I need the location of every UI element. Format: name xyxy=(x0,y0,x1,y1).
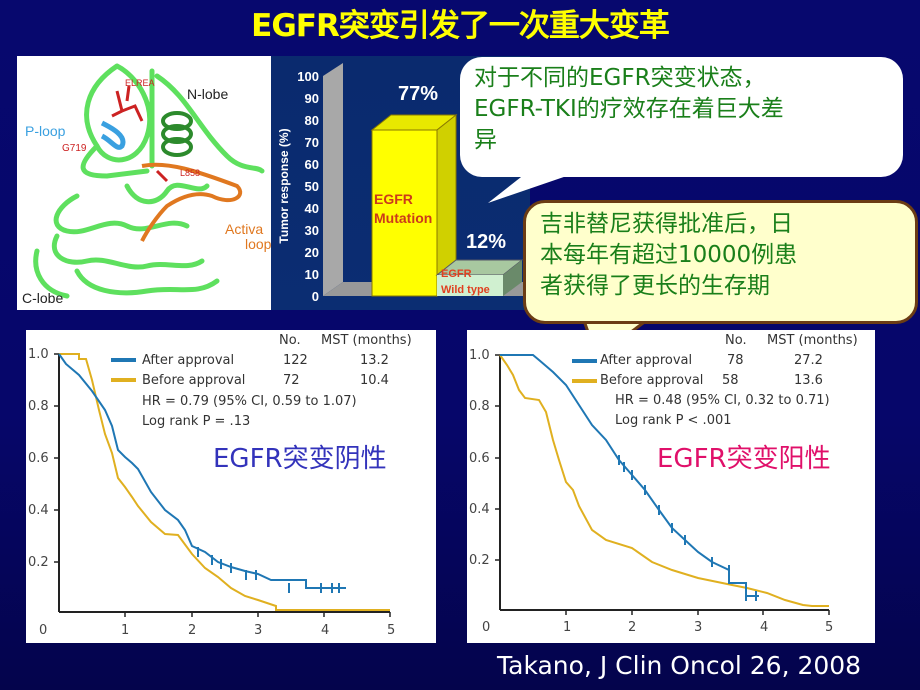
y-tick: 30 xyxy=(305,223,319,238)
legend-before-approval: Before approval xyxy=(600,373,704,388)
x-tick: 4 xyxy=(321,623,330,638)
bar-label-mutation-1: EGFR xyxy=(374,191,413,207)
bar-label-wildtype-1: EGFR xyxy=(441,268,472,280)
legend-after-no: 122 xyxy=(283,353,308,368)
x-tick: 4 xyxy=(760,620,769,635)
bar-label-mutation-2: Mutation xyxy=(374,210,432,226)
km-line-after-approval xyxy=(500,354,759,597)
bar-side-wildtype xyxy=(503,260,522,296)
y-tick: 80 xyxy=(305,113,319,128)
legend-before-no: 72 xyxy=(283,373,300,388)
legend-after-mst: 13.2 xyxy=(360,353,389,368)
slide-title: EGFR突变引发了一次重大变革 xyxy=(251,8,670,44)
x-tick: 5 xyxy=(387,623,396,638)
legend-before-approval: Before approval xyxy=(142,373,246,388)
x-tick: 3 xyxy=(254,623,263,638)
l858-label: L858 xyxy=(180,168,200,178)
x-tick: 2 xyxy=(188,623,197,638)
protein-ribbon-illustration: ELREA N-lobe P-loop G719 L858 Activa loo… xyxy=(22,63,271,306)
y-axis-label: Tumor response (%) xyxy=(277,128,291,243)
y-tick: 1.0 xyxy=(28,347,49,362)
callout-line: 吉非替尼获得批准后，日 xyxy=(540,211,793,237)
legend-after-no: 78 xyxy=(727,353,744,368)
y-tick: 90 xyxy=(305,91,319,106)
x-tick: 1 xyxy=(563,620,572,635)
activation-loop-label-1: Activa xyxy=(225,221,263,237)
activation-loop-label-2: loop xyxy=(245,236,271,252)
subgroup-label-negative: EGFR突变阴性 xyxy=(213,444,387,474)
y-tick: 1.0 xyxy=(469,348,490,363)
callout-line: 对于不同的EGFR突变状态， xyxy=(474,65,766,91)
hazard-ratio: HR = 0.48 (95% CI, 0.32 to 0.71) xyxy=(615,393,830,408)
y-tick: 100 xyxy=(297,69,319,84)
callout-line: 本每年有超过10000例患 xyxy=(540,242,798,268)
y-tick: 0 xyxy=(312,289,319,304)
x-tick: 0 xyxy=(39,623,48,638)
legend-before-no: 58 xyxy=(722,373,739,388)
legend-before-mst: 10.4 xyxy=(360,373,389,388)
y-tick: 60 xyxy=(305,157,319,172)
km-curve-egfr-negative: 1.0 0.8 0.6 0.4 0.2 0 1 2 3 4 5 No. MST … xyxy=(26,330,436,643)
log-rank-p: Log rank P < .001 xyxy=(615,413,732,428)
km-line-before-approval xyxy=(499,354,829,607)
km-plot-positive xyxy=(495,354,830,615)
km-line-before-approval xyxy=(59,353,390,611)
y-tick: 40 xyxy=(305,201,319,216)
x-tick: 5 xyxy=(825,620,834,635)
bar-value-wildtype: 12% xyxy=(466,231,506,253)
c-lobe-label: C-lobe xyxy=(22,290,63,306)
y-tick: 10 xyxy=(305,267,319,282)
legend-header-no: No. xyxy=(725,333,747,348)
legend-after-approval: After approval xyxy=(600,353,693,368)
y-tick: 0.8 xyxy=(28,399,49,414)
subgroup-label-positive: EGFR突变阳性 xyxy=(657,444,831,474)
bar-mutation xyxy=(371,129,438,297)
log-rank-p: Log rank P = .13 xyxy=(142,414,251,429)
citation-reference: Takano, J Clin Oncol 26, 2008 xyxy=(497,651,862,680)
g719-label: G719 xyxy=(62,143,87,154)
egfr-kinase-structure-figure: ELREA N-lobe P-loop G719 L858 Activa loo… xyxy=(17,56,271,310)
legend-after-approval: After approval xyxy=(142,353,235,368)
x-tick: 3 xyxy=(694,620,703,635)
p-loop-label: P-loop xyxy=(25,123,66,139)
km-curve-egfr-positive: 1.0 0.8 0.6 0.4 0.2 0 1 2 3 4 5 No. MST … xyxy=(467,330,875,643)
km-plot-negative xyxy=(54,353,391,617)
y-tick: 0.4 xyxy=(28,503,49,518)
chart-side-wall xyxy=(323,63,343,296)
y-tick: 0.2 xyxy=(28,555,49,570)
callout-line: 异 xyxy=(474,127,497,153)
y-tick: 70 xyxy=(305,135,319,150)
callout-line: EGFR-TKI的疗效存在着巨大差 xyxy=(474,96,784,122)
bar-value-mutation: 77% xyxy=(398,83,438,105)
y-tick: 50 xyxy=(305,179,319,194)
x-tick: 0 xyxy=(482,620,491,635)
bar-label-wildtype-2: Wild type xyxy=(441,284,490,296)
n-lobe-label: N-lobe xyxy=(187,86,228,102)
y-tick: 0.6 xyxy=(28,451,49,466)
y-tick: 0.2 xyxy=(469,553,490,568)
hazard-ratio: HR = 0.79 (95% CI, 0.59 to 1.07) xyxy=(142,394,357,409)
x-tick: 1 xyxy=(121,623,130,638)
y-tick: 20 xyxy=(305,245,319,260)
x-tick: 2 xyxy=(628,620,637,635)
legend-header-mst: MST (months) xyxy=(767,333,858,348)
bar-chart-canvas: 0 10 20 30 40 50 60 70 80 90 100 Tumor r… xyxy=(277,63,530,304)
callout-white-bubble: 对于不同的EGFR突变状态， EGFR-TKI的疗效存在着巨大差 异 xyxy=(460,57,903,177)
callout-yellow-bubble: 吉非替尼获得批准后，日 本每年有超过10000例患 者获得了更长的生存期 xyxy=(523,200,918,324)
legend-header-mst: MST (months) xyxy=(321,333,412,348)
y-tick: 0.8 xyxy=(469,399,490,414)
legend-header-no: No. xyxy=(279,333,301,348)
callout-line: 者获得了更长的生存期 xyxy=(540,273,770,299)
km-line-after-approval xyxy=(58,353,346,589)
legend-after-mst: 27.2 xyxy=(794,353,823,368)
bar-wildtype xyxy=(437,275,503,296)
elrea-label: ELREA xyxy=(125,78,155,88)
y-tick: 0.6 xyxy=(469,451,490,466)
y-tick: 0.4 xyxy=(469,502,490,517)
legend-before-mst: 13.6 xyxy=(794,373,823,388)
